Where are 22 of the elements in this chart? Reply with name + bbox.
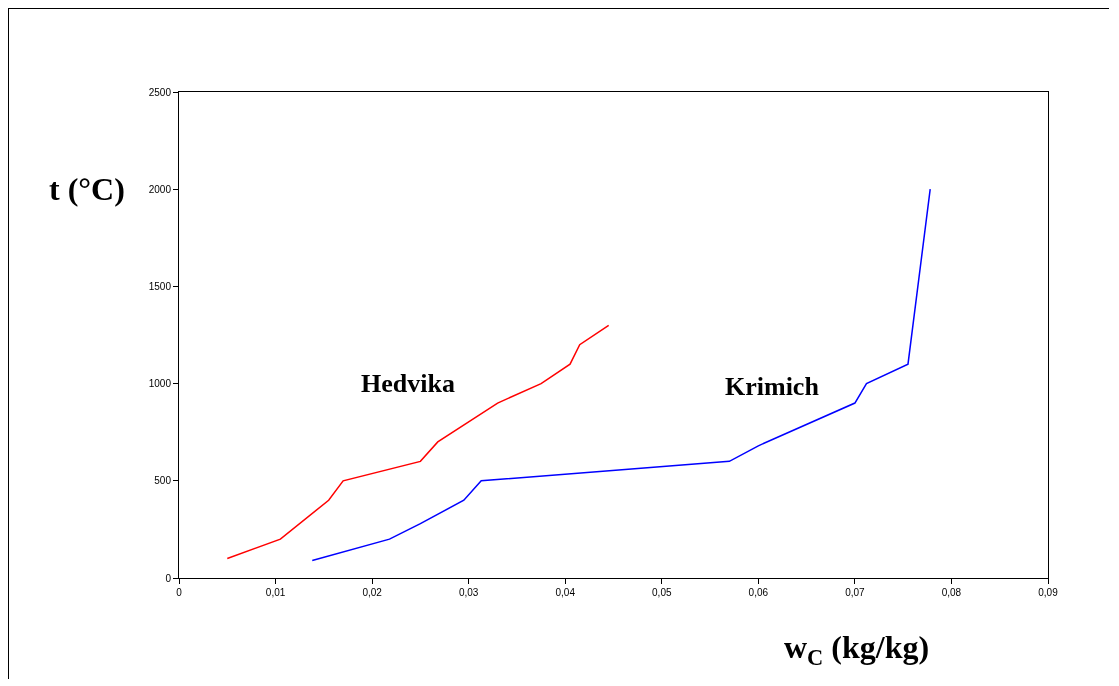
y-tick-label: 1500 (148, 280, 172, 292)
x-tick-label: 0,05 (652, 587, 672, 598)
y-tick-label: 2500 (148, 86, 172, 98)
y-tick-label: 0 (165, 572, 172, 584)
series-label: Hedvika (361, 369, 455, 398)
x-axis-title: w$_{C}$ (kg/kg) (784, 629, 930, 670)
x-tick-label: 0,03 (458, 587, 479, 598)
y-axis-title: t (°C) (49, 171, 125, 207)
x-tick-label: 0,08 (941, 587, 962, 598)
y-tick-label: 2000 (148, 183, 172, 195)
x-tick-label: 0,09 (1038, 587, 1059, 598)
line-series (226, 324, 610, 560)
series-label: Krimich (725, 372, 820, 401)
x-tick-label: 0,04 (555, 587, 576, 598)
x-tick-label: 0 (176, 587, 183, 598)
x-tick-label: 0,06 (748, 587, 769, 598)
x-tick-label: 0,01 (265, 587, 286, 598)
x-tick-label: 0,07 (845, 587, 866, 598)
x-tick-label: 0,02 (362, 587, 383, 598)
line-series (311, 188, 931, 562)
y-tick-label: 1000 (148, 378, 172, 390)
y-tick-label: 500 (154, 475, 172, 487)
